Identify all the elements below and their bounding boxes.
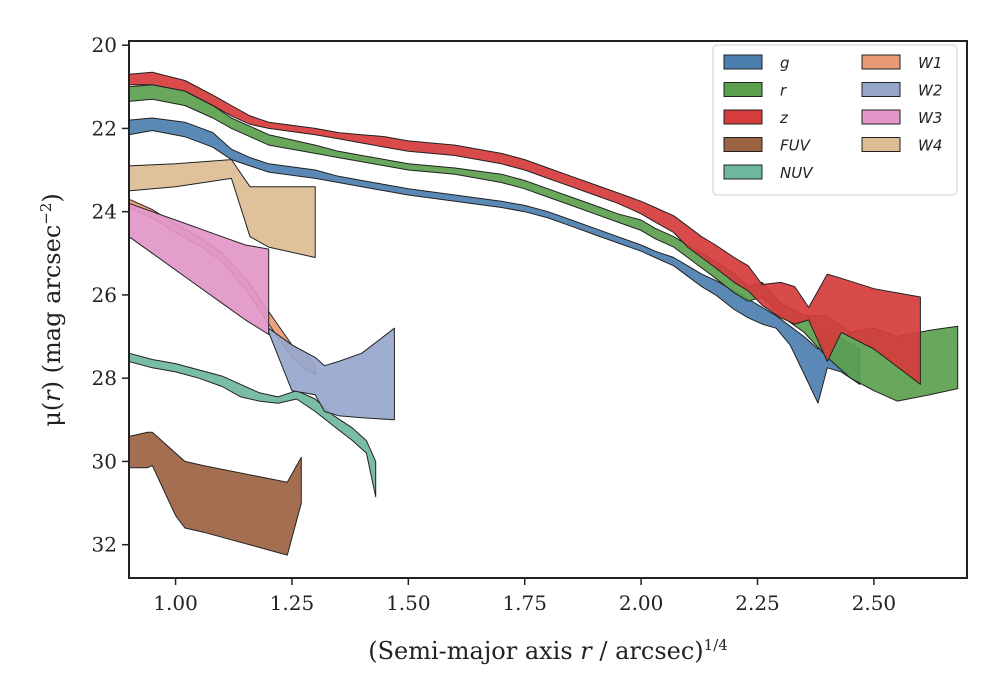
x-axis-label: (Semi-major axis r / arcsec)1/4 [368,636,728,665]
y-tick-label: 24 [92,200,117,224]
x-axis-ticks: 1.00 1.25 1.50 1.75 2.00 2.25 2.50 [153,578,896,615]
band-z [128,71,921,385]
legend-swatch-nuv [723,164,763,180]
legend: grz FUV NUV W1 W2 W3 W4 [712,44,958,196]
band-g [128,117,861,404]
y-tick-label: 20 [92,33,117,57]
x-tick-label: 1.75 [502,591,547,615]
y-tick-label: 32 [92,533,117,557]
legend-swatch-g [723,54,763,70]
x-tick-label: 2.00 [619,591,664,615]
legend-label-w3: W3 [918,109,942,127]
legend-swatch-w2 [861,82,901,97]
legend-label-nuv: NUV [780,164,814,182]
legend-label-z: z [779,109,789,127]
y-axis-label: μ(r) (mag arcsec−2) [37,193,66,427]
y-axis-ticks: 20 22 24 26 28 30 32 [92,33,129,557]
legend-swatch-w4 [861,137,901,152]
legend-swatch-w3 [861,109,901,125]
legend-label-w2: W2 [918,82,942,100]
legend-swatch-z [723,109,763,125]
band-w4 [128,159,316,258]
x-tick-label: 1.00 [153,591,198,615]
x-tick-label: 1.50 [386,591,431,615]
legend-swatch-w1 [861,54,901,70]
legend-label-w4: W4 [918,137,942,155]
y-tick-label: 30 [92,449,117,473]
band-nuv [128,352,377,498]
y-tick-label: 28 [92,366,117,390]
band-w2 [268,327,395,421]
band-r [128,84,959,402]
plot-frame [128,40,968,579]
x-tick-label: 2.50 [852,591,897,615]
x-tick-label: 1.25 [270,591,315,615]
legend-label-r: r [780,82,787,100]
legend-label-fuv: FUV [780,137,812,155]
band-w3 [128,202,270,335]
legend-swatch-r [723,82,763,97]
y-tick-label: 26 [92,283,117,307]
y-tick-label: 22 [92,116,117,140]
profile-bands [128,71,959,556]
legend-label-g: g [780,54,790,72]
legend-swatch-fuv [723,137,763,152]
x-tick-label: 2.25 [735,591,780,615]
band-fuv [128,431,302,556]
legend-label-w1: W1 [918,54,942,72]
